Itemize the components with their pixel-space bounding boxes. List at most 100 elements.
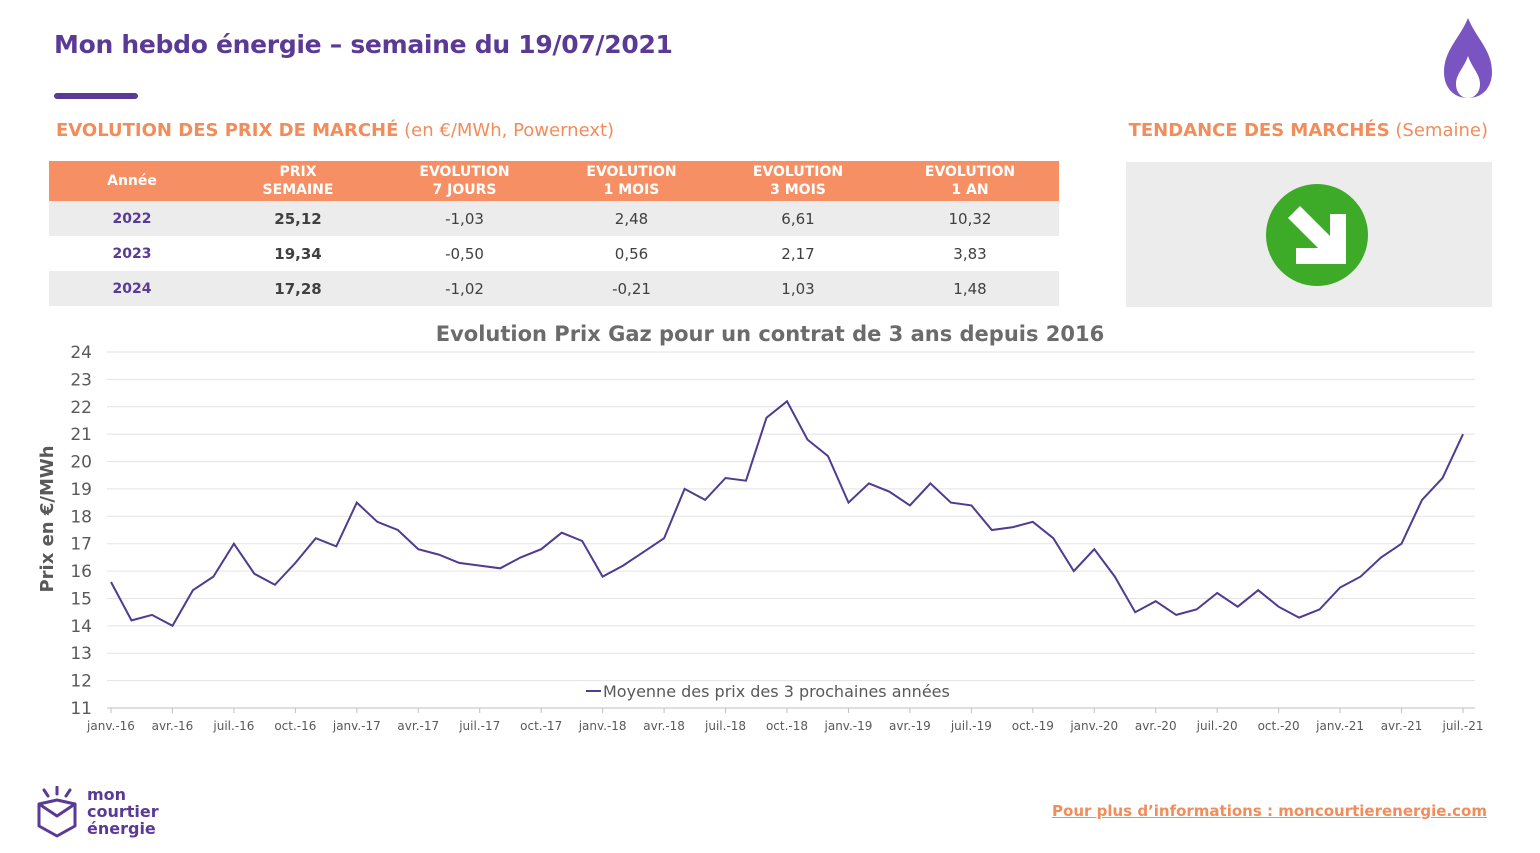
- x-tick-label: juil.-16: [212, 719, 254, 733]
- series-line: [110, 399, 1464, 628]
- x-tick-label: avr.-20: [1135, 719, 1177, 733]
- column-header-line1: Année: [107, 173, 157, 189]
- legend-label: Moyenne des prix des 3 prochaines années: [603, 682, 950, 701]
- x-tick-label: janv.-19: [824, 719, 873, 733]
- y-tick-label: 15: [70, 589, 92, 609]
- x-tick-label: juil.-17: [458, 719, 500, 733]
- table-row: 2022 25,12 -1,03 2,48 6,61 10,32: [49, 201, 1059, 236]
- flame-icon: [1444, 18, 1492, 98]
- y-tick-label: 19: [70, 480, 92, 500]
- x-tick-label: janv.-17: [332, 719, 381, 733]
- chart-gridlines: [107, 351, 1475, 682]
- column-header-line2: 1 AN: [951, 182, 989, 198]
- trend-section-title: TENDANCE DES MARCHÉS (Semaine): [1129, 120, 1488, 141]
- table-cell: 10,32: [881, 201, 1059, 236]
- y-tick-label: 17: [70, 535, 92, 555]
- prices-title-bold: EVOLUTION DES PRIX DE MARCHÉ: [56, 120, 399, 141]
- column-header-line2: 3 MOIS: [770, 182, 826, 198]
- table-cell: 2,48: [548, 201, 715, 236]
- y-tick-label: 14: [70, 617, 92, 637]
- x-tick-label: janv.-20: [1069, 719, 1118, 733]
- x-tick-label: janv.-18: [578, 719, 627, 733]
- x-tick-label: janv.-16: [86, 719, 135, 733]
- column-header-line2: 7 JOURS: [432, 182, 497, 198]
- table-cell: -1,03: [381, 201, 548, 236]
- table-cell: -0,21: [548, 271, 715, 306]
- x-tick-label: oct.-19: [1012, 719, 1054, 733]
- column-header-7days: EVOLUTION 7 JOURS: [381, 161, 548, 201]
- column-header-1year: EVOLUTION 1 AN: [881, 161, 1059, 201]
- x-tick-label: juil.-19: [950, 719, 992, 733]
- trend-title-light: (Semaine): [1395, 120, 1488, 141]
- column-header-line2: SEMAINE: [262, 182, 334, 198]
- y-tick-label: 11: [70, 699, 92, 719]
- x-tick-label: avr.-18: [643, 719, 685, 733]
- trend-title-bold: TENDANCE DES MARCHÉS: [1128, 120, 1390, 141]
- x-tick-label: oct.-18: [766, 719, 808, 733]
- x-tick-label: juil.-18: [704, 719, 746, 733]
- x-tick-label: oct.-20: [1258, 719, 1300, 733]
- y-tick-label: 20: [70, 453, 92, 473]
- column-header-year: Année: [49, 161, 215, 201]
- table-cell: 1,48: [881, 271, 1059, 306]
- logo-line: courtier: [87, 802, 159, 821]
- x-tick-label: avr.-17: [397, 719, 439, 733]
- table-cell: -0,50: [381, 236, 548, 271]
- x-tick-label: janv.-21: [1315, 719, 1364, 733]
- y-axis-ticks: 11 12 13 14 15 16 17 18 19 20 21 22 23 24: [70, 343, 92, 719]
- trend-panel: [1126, 162, 1492, 307]
- column-header-price: PRIX SEMAINE: [215, 161, 381, 201]
- chart-legend: Moyenne des prix des 3 prochaines années: [586, 682, 950, 701]
- chart-title: Evolution Prix Gaz pour un contrat de 3 …: [435, 322, 1105, 346]
- column-header-line1: PRIX: [279, 164, 317, 180]
- table-cell: 6,61: [715, 201, 881, 236]
- mon-courtier-logo-icon: [37, 786, 77, 838]
- table-row: 2024 17,28 -1,02 -0,21 1,03 1,48: [49, 271, 1059, 306]
- logo-line: mon: [87, 785, 127, 804]
- table-cell: 2,17: [715, 236, 881, 271]
- column-header-line1: EVOLUTION: [419, 164, 510, 180]
- x-tick-label: juil.-21: [1441, 719, 1483, 733]
- table-cell: 3,83: [881, 236, 1059, 271]
- column-header-line1: EVOLUTION: [924, 164, 1016, 180]
- table-cell: -1,02: [381, 271, 548, 306]
- y-tick-label: 13: [70, 644, 92, 664]
- column-header-line1: EVOLUTION: [586, 164, 677, 180]
- prices-section-title: EVOLUTION DES PRIX DE MARCHÉ (en €/MWh, …: [56, 120, 614, 141]
- y-tick-label: 23: [70, 370, 92, 390]
- y-tick-label: 16: [70, 562, 92, 582]
- x-tick-label: avr.-19: [889, 719, 931, 733]
- column-header-line2: 1 MOIS: [603, 182, 660, 198]
- column-header-3months: EVOLUTION 3 MOIS: [715, 161, 881, 201]
- column-header-line1: EVOLUTION: [752, 164, 844, 180]
- logo-line: énergie: [87, 819, 156, 838]
- more-info-link[interactable]: Pour plus d’informations : moncourtieren…: [1052, 802, 1487, 820]
- table-cell: 0,56: [548, 236, 715, 271]
- y-tick-label: 18: [70, 507, 92, 527]
- x-tick-label: oct.-17: [520, 719, 562, 733]
- table-cell: 1,03: [715, 271, 881, 306]
- x-tick-label: juil.-20: [1196, 719, 1238, 733]
- x-axis-ticks: janv.-16 avr.-16 juil.-16 oct.-16 janv.-17 av…: [86, 708, 1484, 733]
- table-cell-price: 19,34: [215, 236, 381, 271]
- logo-wordmark: mon courtier énergie: [87, 786, 159, 837]
- x-tick-label: oct.-16: [274, 719, 316, 733]
- table-cell-year: 2022: [49, 201, 215, 236]
- title-underline: [54, 93, 138, 99]
- y-axis-label: Prix en €/MWh: [37, 445, 58, 592]
- page-title: Mon hebdo énergie – semaine du 19/07/202…: [54, 30, 673, 59]
- y-tick-label: 22: [70, 398, 92, 418]
- x-tick-label: avr.-21: [1381, 719, 1423, 733]
- table-cell-year: 2024: [49, 271, 215, 306]
- x-tick-label: avr.-16: [152, 719, 194, 733]
- arrow-down-right-icon: [1266, 184, 1368, 286]
- table-row: 2023 19,34 -0,50 0,56 2,17 3,83: [49, 236, 1059, 271]
- y-tick-label: 24: [70, 343, 92, 363]
- y-tick-label: 21: [70, 425, 92, 445]
- prices-table: Année PRIX SEMAINE EVOLUTION 7 JOURS EVOLU…: [49, 161, 1059, 306]
- prices-table-header: Année PRIX SEMAINE EVOLUTION 7 JOURS EVOLU…: [49, 161, 1059, 201]
- table-cell-year: 2023: [49, 236, 215, 271]
- prices-title-light: (en €/MWh, Powernext): [404, 120, 615, 141]
- column-header-1month: EVOLUTION 1 MOIS: [548, 161, 715, 201]
